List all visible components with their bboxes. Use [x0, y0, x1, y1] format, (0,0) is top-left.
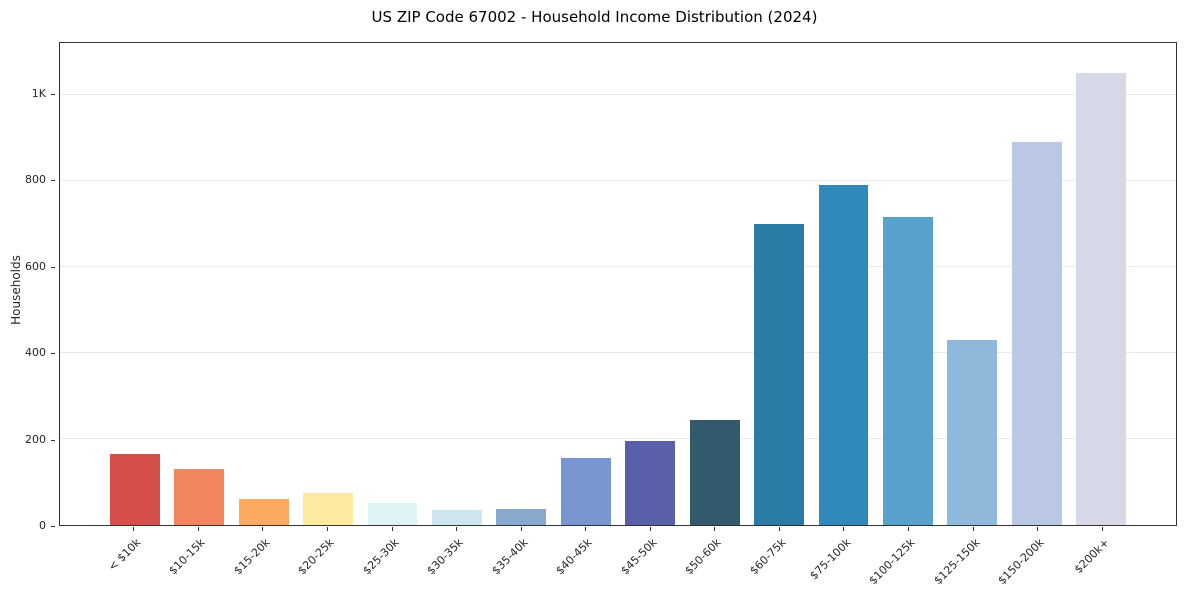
- x-tick-label: < $10k: [105, 536, 144, 574]
- x-tick-mark: [1101, 527, 1103, 531]
- bar: [625, 441, 676, 525]
- y-tick-mark: [51, 266, 55, 268]
- y-tick-mark: [51, 526, 55, 527]
- bar: [818, 185, 869, 525]
- y-tick-label: 600: [25, 259, 46, 273]
- bars: [60, 43, 1176, 525]
- x-tick-label: $20-25k: [295, 536, 337, 578]
- x-tick-mark: [778, 527, 780, 531]
- x-tick-label: $35-40k: [489, 536, 531, 578]
- bar: [1076, 73, 1127, 525]
- gridline: [60, 437, 1176, 439]
- bar: [238, 499, 289, 525]
- y-tick-label: 800: [25, 173, 46, 187]
- bar: [431, 509, 482, 525]
- x-tick-mark: [843, 527, 845, 531]
- x-tick-mark: [520, 527, 522, 531]
- x-tick-mark: [262, 527, 264, 531]
- x-tick-mark: [907, 527, 909, 531]
- gridline: [60, 265, 1176, 267]
- gridline: [60, 351, 1176, 353]
- x-tick-mark: [1037, 527, 1039, 531]
- x-axis-ticks: < $10k $10-15k $15-20k $20-25k $25-30k $30-35…: [59, 527, 1177, 589]
- bar: [1011, 141, 1062, 525]
- y-tick-mark: [51, 93, 55, 95]
- bar: [947, 339, 998, 525]
- gridline: [60, 93, 1176, 95]
- x-tick-label: $10-15k: [166, 536, 208, 578]
- x-tick-label: $200k+: [1071, 536, 1112, 577]
- x-tick-label: $150-200k: [995, 536, 1047, 588]
- x-tick-label: $50-60k: [682, 536, 725, 578]
- x-tick-mark: [972, 527, 974, 531]
- y-axis-ticks: 0 200 400 600 800 1K: [0, 42, 55, 532]
- x-tick-label: $125-150k: [931, 536, 983, 588]
- x-tick-mark: [649, 527, 651, 531]
- x-tick-mark: [327, 527, 329, 531]
- x-tick-label: $15-20k: [230, 536, 273, 578]
- bar: [109, 454, 160, 525]
- bar: [496, 508, 547, 525]
- x-tick-mark: [714, 527, 716, 531]
- x-tick-label: $100-125k: [866, 536, 918, 588]
- bar: [754, 223, 805, 525]
- y-tick-label: 200: [25, 432, 46, 446]
- y-tick-mark: [51, 180, 55, 182]
- y-tick-mark: [51, 439, 55, 441]
- x-tick-label: $60-75k: [747, 536, 789, 578]
- x-tick-mark: [456, 527, 458, 531]
- x-tick-label: $45-50k: [618, 536, 660, 578]
- x-tick-mark: [197, 527, 199, 531]
- y-tick-label: 0: [39, 519, 46, 532]
- y-tick-mark: [51, 353, 55, 355]
- y-tick-label: 400: [25, 346, 46, 360]
- x-tick-mark: [391, 527, 393, 531]
- x-tick-label: $75-100k: [806, 536, 854, 583]
- bar: [367, 503, 418, 525]
- bar: [689, 419, 740, 525]
- bar: [303, 492, 353, 525]
- gridlines: [60, 43, 1176, 525]
- y-tick-label: 1K: [31, 86, 46, 100]
- bar: [882, 217, 933, 525]
- bar: [174, 469, 225, 525]
- x-tick-mark: [585, 527, 587, 531]
- x-tick-label: $40-45k: [553, 536, 595, 578]
- chart-title: US ZIP Code 67002 - Household Income Dis…: [371, 8, 818, 26]
- x-tick-label: $25-30k: [360, 536, 402, 578]
- plot-area: [59, 42, 1177, 526]
- x-tick-label: $30-35k: [424, 536, 466, 578]
- gridline: [60, 179, 1176, 181]
- bar: [560, 458, 611, 525]
- x-tick-mark: [133, 527, 135, 531]
